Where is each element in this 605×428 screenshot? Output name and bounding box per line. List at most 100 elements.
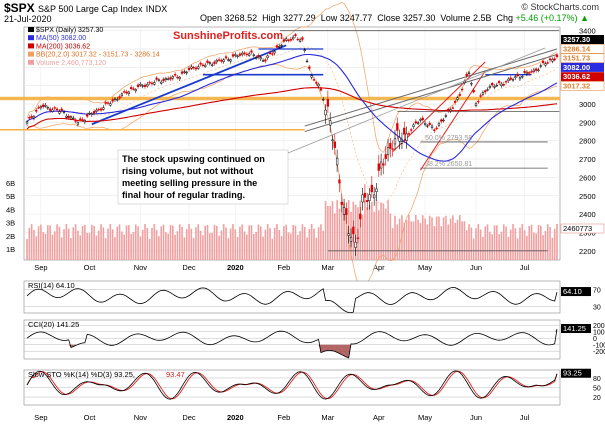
candle-body [104,102,107,104]
candle-body [289,38,292,41]
candle-body [248,53,251,56]
price-axis-tick-label: 3000 [579,100,596,109]
sto-value-tag [561,368,591,378]
legend-swatch [28,43,34,49]
candle-body [456,97,459,100]
volume-bar [218,235,220,260]
volume-bar [35,236,38,260]
volume-bar [255,231,257,260]
volume-bar [81,225,84,260]
volume-bar [431,217,433,260]
volume-bar [371,201,373,260]
candle-body [259,57,262,60]
candle-body [298,39,302,42]
volume-bar [125,225,128,260]
rsi-label: RSI(14) 64.10 [28,281,75,290]
volume-bar [116,226,119,260]
price-value-tag-text: 3286.14 [563,44,591,53]
price-value-tag-text: 3036.62 [563,72,590,81]
volume-bar [111,229,114,260]
bottom-month-tick-label: Oct [84,413,97,422]
volume-bar [199,230,202,260]
annotation-box [117,149,289,205]
candle-body [217,59,221,61]
volume-bar [336,200,338,260]
volume-bar [516,238,519,260]
volume-bar [419,222,422,260]
volume-bar [530,224,533,260]
volume-bar [290,233,292,260]
price-value-tag [561,62,604,72]
volume-bar [181,226,183,260]
candle-body [88,112,91,115]
candle-body [190,66,193,69]
volume-bar [412,221,415,260]
candle-body [412,124,415,127]
candle-body [393,138,397,145]
candle-body [180,71,184,74]
candle-body [194,67,198,70]
volume-bar [320,224,322,260]
sto-k-line [26,370,558,400]
volume-bar [65,224,68,260]
volume-bar [28,227,31,260]
candle-body [509,77,512,80]
candle-body [236,55,239,57]
cci-panel-tick-label: -100 [593,343,605,350]
candle-body [148,81,151,84]
candle-body [58,111,61,114]
volume-bar [546,224,549,260]
candle-body [474,103,478,106]
candle-body [111,99,114,102]
volume-bar [549,227,551,260]
candle-body [201,64,205,66]
month-axis-tick-label: Apr [373,263,385,272]
volume-bar [42,232,45,260]
ticker-title: $SPX S&P 500 Large Cap Index INDX [4,1,167,15]
candle-body [222,59,225,62]
volume-bar [114,237,116,260]
volume-bar [519,227,521,260]
candle-body [523,70,526,73]
candle-body [264,59,267,62]
volume-bar [285,224,288,260]
volume-bar [167,233,169,260]
candle-body [271,53,274,55]
volume-bar [118,224,121,260]
volume-bar [262,236,264,260]
candle-body [95,109,98,112]
candle-body [437,123,441,126]
candle-body [384,154,387,159]
candle-body [449,109,452,112]
volume-bar [303,226,306,260]
candle-body [481,92,485,95]
candle-body [150,82,154,85]
cci-value-tag-text: 141.25 [563,324,586,333]
bottom-month-tick-label: May [418,413,432,422]
candle-body [35,109,38,112]
volume-bar [537,224,540,260]
volume-bar [160,226,163,260]
candle-body [335,157,339,166]
volume-bar [234,229,237,260]
volume-bar [86,233,88,260]
volume-bar [72,227,75,260]
volume-bar [426,224,429,260]
candle-body [359,213,362,220]
volume-bar [521,224,524,260]
volume-bar [104,238,107,260]
volume-bar [229,228,232,260]
volume-bar [391,228,394,260]
volume-bar [169,225,172,260]
volume-bar [239,226,241,260]
cci-panel-frame [23,319,561,360]
candle-body [514,76,517,78]
price-value-tag [560,53,605,63]
candle-body [507,78,510,81]
legend-swatch [28,27,34,32]
volume-bar [377,210,380,260]
volume-bar [384,208,387,260]
volume-bar [438,216,440,260]
volume-value-tag [560,223,605,234]
volume-bar [148,238,151,260]
